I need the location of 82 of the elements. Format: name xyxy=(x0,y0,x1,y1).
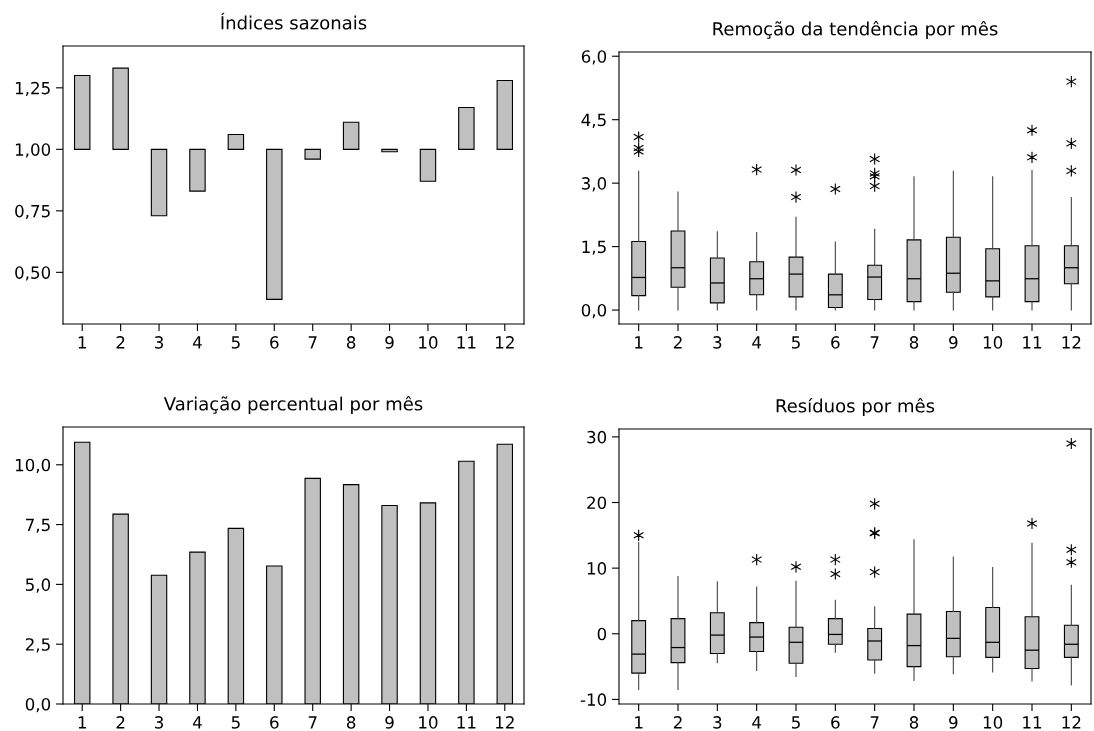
x-tick-label: 4 xyxy=(752,716,762,729)
x-tick-label: 5 xyxy=(231,336,240,349)
y-tick-label: 1,25 xyxy=(15,81,50,97)
y-tick-label: 4,5 xyxy=(581,113,606,128)
x-tick-label: 9 xyxy=(949,716,958,729)
y-tick-label: 6,0 xyxy=(581,50,607,65)
x-tick-label: 9 xyxy=(949,336,958,349)
x-tick-label: 3 xyxy=(713,336,722,349)
y-tick-label: 20 xyxy=(587,496,607,510)
bar xyxy=(419,148,437,182)
y-tick-label: 3,0 xyxy=(581,177,607,192)
x-tick-label: 4 xyxy=(192,716,202,729)
x-tick-label: 3 xyxy=(155,336,164,349)
x-tick-label: 10 xyxy=(419,336,438,349)
y-tick-label: 7,5 xyxy=(26,518,50,533)
x-tick-label: 11 xyxy=(457,336,476,349)
bar xyxy=(189,148,206,192)
x-tick-label: 1 xyxy=(635,716,643,729)
x-tick-label: 6 xyxy=(831,716,840,729)
y-tick-label: 1,5 xyxy=(582,240,606,255)
x-tick-label: 12 xyxy=(1062,336,1081,349)
x-tick-label: 1 xyxy=(78,716,86,729)
x-tick-label: 3 xyxy=(713,716,722,729)
x-tick-label: 2 xyxy=(116,336,125,349)
chart-title: Resíduos por mês xyxy=(776,397,935,417)
x-tick-label: 9 xyxy=(385,716,394,729)
x-tick-label: 10 xyxy=(419,716,438,729)
bar xyxy=(342,121,360,150)
x-tick-label: 6 xyxy=(270,336,279,349)
x-tick-label: 7 xyxy=(308,716,317,729)
bar xyxy=(227,134,245,150)
x-tick-label: 5 xyxy=(791,336,800,349)
x-tick-label: 8 xyxy=(909,336,919,349)
x-tick-label: 3 xyxy=(155,716,164,729)
chart-title: Variação percentual por mês xyxy=(163,395,423,415)
x-tick-label: 12 xyxy=(496,716,514,729)
x-tick-label: 8 xyxy=(909,716,919,729)
chart-title: Remoção da tendência por mês xyxy=(713,20,998,40)
x-tick-label: 4 xyxy=(192,336,202,349)
y-tick-label: 0 xyxy=(597,627,607,641)
x-tick-label: 2 xyxy=(116,716,125,729)
x-tick-label: 8 xyxy=(346,336,356,349)
x-tick-label: 7 xyxy=(870,336,879,349)
x-tick-label: 11 xyxy=(1023,336,1042,349)
x-tick-label: 5 xyxy=(231,716,240,729)
y-tick-label: 1,00 xyxy=(15,143,51,158)
x-tick-label: 11 xyxy=(457,716,476,729)
y-tick-label: 2,5 xyxy=(25,638,50,653)
x-tick-label: 7 xyxy=(870,716,879,729)
x-tick-label: 6 xyxy=(270,716,279,729)
x-tick-label: 11 xyxy=(1023,716,1042,729)
x-tick-label: 4 xyxy=(752,336,762,349)
bar xyxy=(112,67,129,150)
bar xyxy=(458,106,475,150)
x-tick-label: 10 xyxy=(983,336,1003,349)
x-tick-label: 12 xyxy=(496,336,514,349)
bar xyxy=(304,148,321,160)
x-tick-label: 7 xyxy=(308,336,317,349)
x-tick-label: 2 xyxy=(673,716,682,729)
x-tick-label: 2 xyxy=(673,336,682,349)
x-tick-label: 9 xyxy=(385,336,394,349)
y-tick-label: 0,0 xyxy=(581,304,607,319)
x-tick-label: 1 xyxy=(635,336,643,349)
y-tick-label: 30 xyxy=(587,430,607,444)
bar xyxy=(266,148,283,300)
y-tick-label: 10,0 xyxy=(15,458,51,474)
y-tick-label: 0,0 xyxy=(25,697,51,713)
y-tick-label: 10 xyxy=(587,562,607,575)
x-tick-label: 10 xyxy=(983,716,1003,729)
bar xyxy=(150,148,168,217)
y-tick-label: 5,0 xyxy=(25,578,51,593)
x-tick-label: 8 xyxy=(346,716,356,729)
x-tick-label: 5 xyxy=(791,716,800,729)
y-tick-label: 0,50 xyxy=(15,266,51,281)
x-tick-label: 1 xyxy=(78,336,86,349)
bar xyxy=(496,79,514,150)
chart-title: Índices sazonais xyxy=(221,12,367,30)
bar xyxy=(73,74,91,150)
x-tick-label: 12 xyxy=(1062,716,1081,729)
y-tick-label: 0,75 xyxy=(15,204,50,220)
x-tick-label: 6 xyxy=(831,336,840,349)
y-tick-label: -10 xyxy=(580,693,607,706)
